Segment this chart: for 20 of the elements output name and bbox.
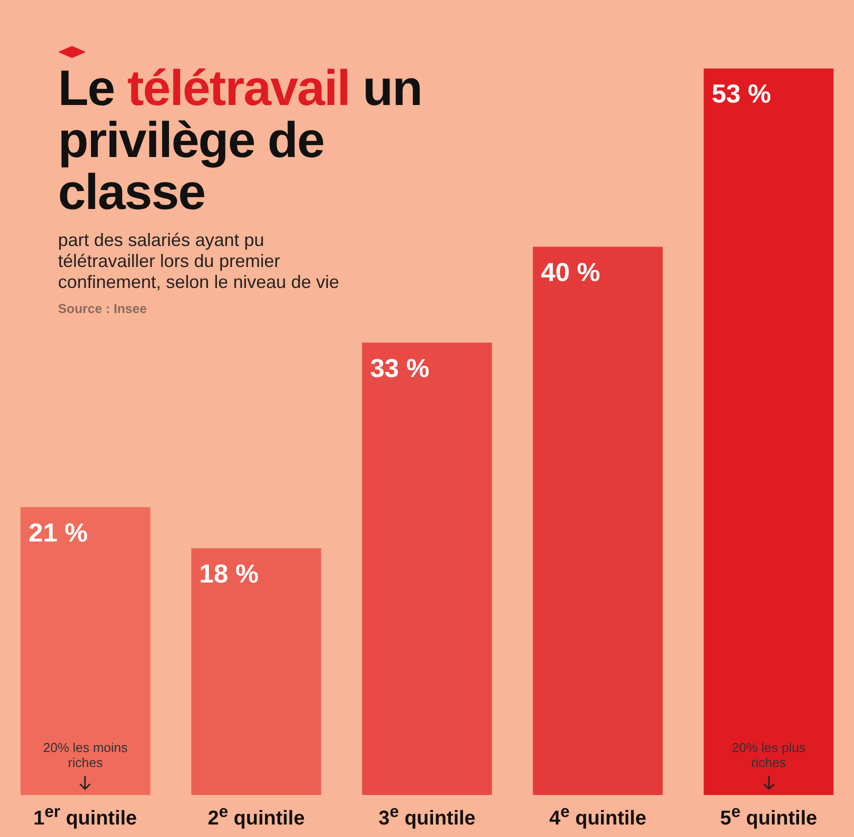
bar [20, 507, 150, 795]
annotation: 20% les plus riches [730, 740, 806, 770]
x-tick-label: 4$^{e}$ quintile [549, 802, 646, 831]
text: part des salariés ayant pu télétravailler lors du premier confinement, selon le niveau de vie [58, 230, 340, 293]
bar [362, 342, 492, 795]
annotation: Source : Insee [58, 301, 148, 316]
bar [191, 548, 322, 795]
bar [704, 68, 834, 795]
data-label: 40 % [540, 256, 600, 287]
bar [532, 246, 663, 795]
data-label: 18 % [199, 558, 259, 588]
data-label: 53 % [712, 78, 771, 109]
x-tick-label: 3$^{e}$ quintile [378, 802, 476, 831]
chart-title: Le télétravail un privilège de classe [58, 60, 422, 220]
x-tick-label: 2$^{e}$ quintile [208, 802, 305, 831]
x-tick-label: 5$^{e}$ quintile [720, 802, 818, 831]
data-label: 33 % [370, 352, 430, 383]
data-label: 21 % [28, 517, 88, 548]
x-tick-label: 1$^{er}$ quintile [33, 802, 137, 831]
annotation: 20% les moins riches [42, 740, 129, 770]
